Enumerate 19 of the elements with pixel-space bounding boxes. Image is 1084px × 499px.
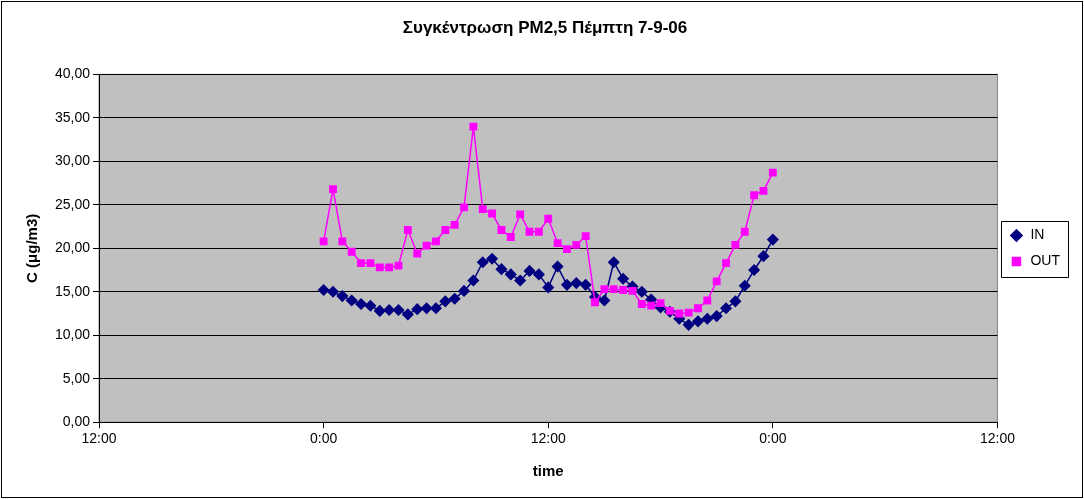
chart-title: Συγκέντρωση PM2,5 Πέμπτη 7-9-06 bbox=[402, 17, 688, 37]
x-tick-label: 0:00 bbox=[310, 430, 338, 447]
x-tick-label: 12:00 bbox=[979, 430, 1016, 447]
y-tick-label: 10,00 bbox=[54, 326, 91, 343]
y-tick-label: 40,00 bbox=[54, 65, 91, 82]
y-tick-label: 15,00 bbox=[54, 282, 91, 299]
x-tick-label: 0:00 bbox=[759, 430, 787, 447]
y-tick-label: 30,00 bbox=[54, 152, 91, 169]
y-tick-label: 5,00 bbox=[62, 369, 91, 386]
y-tick-label: 25,00 bbox=[54, 195, 91, 212]
y-tick-label: 0,00 bbox=[62, 413, 91, 430]
x-axis-title: time bbox=[532, 462, 564, 480]
y-axis-title: C (μg/m3) bbox=[23, 213, 41, 283]
y-tick-label: 20,00 bbox=[54, 239, 91, 256]
legend-label: IN bbox=[1030, 226, 1045, 243]
legend-label: OUT bbox=[1030, 252, 1061, 269]
x-tick-label: 12:00 bbox=[81, 430, 117, 447]
x-tick-label: 12:00 bbox=[530, 430, 566, 447]
y-tick-label: 35,00 bbox=[54, 108, 91, 125]
